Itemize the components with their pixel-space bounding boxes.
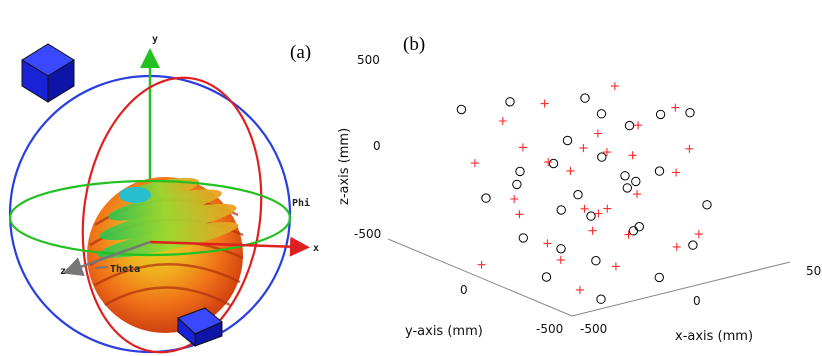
- plus-point: [634, 121, 643, 130]
- y-tick-neg500: -500: [536, 322, 563, 336]
- circle-point: [456, 104, 467, 115]
- y-axis-label: y: [152, 34, 158, 45]
- panel-a-label: (a): [290, 42, 311, 63]
- plus-point: [685, 144, 694, 153]
- plus-point: [694, 230, 703, 239]
- plus-point: [575, 285, 584, 294]
- circle-point: [654, 272, 664, 283]
- scatter-markers: [456, 82, 712, 304]
- plus-point: [603, 204, 612, 213]
- circle-point: [631, 176, 641, 187]
- circle-point: [654, 166, 665, 176]
- green-ring: [8, 179, 292, 257]
- x-tick-neg500: -500: [580, 322, 607, 336]
- z-axis-line: [62, 240, 151, 277]
- x-axis-title: x-axis (mm): [675, 329, 753, 344]
- z-axis-title: z-axis (mm): [337, 128, 352, 205]
- z-tick-500: 500: [357, 53, 380, 67]
- plus-point: [540, 99, 549, 108]
- plus-point: [628, 151, 637, 160]
- z-tick-0: 0: [373, 139, 381, 153]
- panel-b-label: (b): [403, 34, 425, 55]
- circle-point: [580, 93, 590, 103]
- circle-point: [562, 135, 573, 146]
- plus-point: [588, 226, 597, 235]
- circle-point: [591, 256, 601, 266]
- plus-point: [470, 159, 479, 168]
- plus-point: [510, 195, 519, 203]
- x-tick-50: 50: [806, 264, 821, 278]
- circle-point: [556, 244, 566, 254]
- plus-point: [672, 168, 681, 177]
- plus-point: [610, 82, 619, 91]
- x-tick-0: 0: [693, 294, 701, 308]
- circle-point: [702, 200, 712, 210]
- plus-point: [518, 143, 527, 152]
- plus-point: [579, 144, 588, 153]
- y-tick-0: 0: [460, 283, 468, 297]
- theta-line: [94, 266, 109, 269]
- z-axis-label: z: [60, 266, 66, 277]
- plus-point: [603, 148, 611, 157]
- plus-point: [580, 204, 589, 213]
- circle-point: [596, 109, 607, 119]
- front-left-axis: [387, 238, 573, 317]
- cube-bottom: [177, 307, 223, 348]
- plus-point: [594, 209, 603, 218]
- front-right-axis: [571, 261, 791, 317]
- plus-point: [624, 230, 633, 239]
- circle-point: [628, 226, 639, 236]
- plus-point: [556, 255, 565, 264]
- circle-point: [597, 152, 607, 162]
- circle-point: [541, 272, 552, 282]
- cube-top-left: [21, 43, 75, 103]
- circle-point: [556, 205, 566, 215]
- circle-point: [634, 222, 644, 232]
- plus-point: [566, 166, 575, 175]
- circle-point: [688, 240, 698, 250]
- plus-point: [498, 117, 507, 125]
- panel-b: (b) 500 0 -500 0 -500 -500 0 50 z-axis (…: [337, 34, 821, 344]
- plus-point: [671, 103, 680, 112]
- theta-label: Theta: [110, 264, 140, 275]
- circle-point: [622, 183, 632, 193]
- circle-point: [512, 179, 522, 190]
- plus-point: [543, 239, 552, 248]
- circle-point: [548, 158, 559, 169]
- circle-point: [573, 190, 583, 200]
- x-axis-line: [149, 236, 310, 257]
- circle-point: [620, 171, 630, 181]
- circle-point: [515, 166, 525, 177]
- circle-point: [505, 97, 515, 107]
- z-tick-neg500: -500: [354, 227, 381, 241]
- circle-point: [596, 294, 606, 304]
- circle-point: [655, 109, 666, 120]
- plus-point: [544, 158, 553, 167]
- plus-point: [611, 262, 620, 271]
- y-axis-title: y-axis (mm): [405, 324, 483, 339]
- panel-a: (a) y x z Phi Theta: [8, 34, 319, 354]
- circle-point: [685, 108, 695, 118]
- x-axis-label: x: [313, 243, 319, 254]
- circle-point: [586, 211, 596, 221]
- plus-point: [515, 210, 524, 219]
- plus-point: [477, 260, 486, 269]
- circle-point: [518, 233, 528, 243]
- phi-label: Phi: [292, 197, 310, 209]
- red-ring: [81, 76, 263, 354]
- plus-point: [633, 190, 641, 199]
- circle-point: [624, 120, 635, 131]
- plus-point: [593, 129, 602, 138]
- circle-point: [481, 193, 491, 203]
- plus-point: [672, 242, 681, 251]
